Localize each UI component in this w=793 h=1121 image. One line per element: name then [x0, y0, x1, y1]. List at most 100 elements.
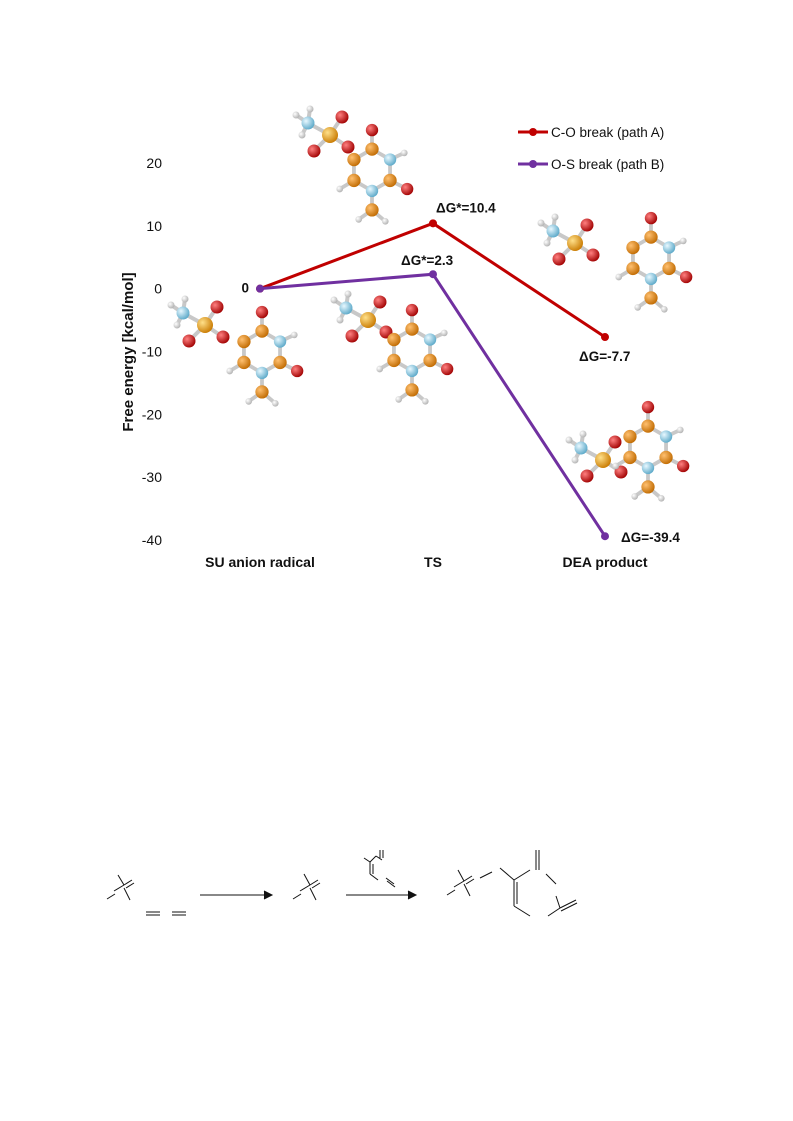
atom — [237, 334, 251, 349]
data-point — [429, 219, 437, 228]
legend-item-path-a: C-O break (path A) — [518, 125, 664, 140]
atom — [421, 397, 429, 405]
atom — [360, 312, 376, 328]
atom — [400, 149, 408, 157]
atom — [440, 362, 454, 376]
atom — [580, 218, 594, 232]
molecule-product-b-ring — [612, 400, 690, 502]
x-category-label: SU anion radical — [205, 554, 315, 570]
atom — [405, 303, 419, 317]
product-structure — [446, 850, 578, 917]
atom — [423, 353, 437, 368]
data-annotation: ΔG*=10.4 — [436, 200, 496, 215]
atom — [567, 235, 583, 251]
reaction-arrow — [200, 890, 274, 900]
atom — [307, 144, 321, 158]
atom — [335, 110, 349, 124]
chart-series — [256, 219, 609, 541]
y-tick-label: -10 — [142, 344, 162, 360]
atom — [173, 321, 181, 329]
atom — [176, 306, 190, 320]
y-tick-label: 20 — [146, 155, 162, 171]
atom — [376, 365, 384, 373]
atom — [345, 329, 359, 343]
atom — [387, 353, 401, 368]
y-tick-label: -20 — [142, 406, 162, 422]
data-point — [429, 270, 437, 279]
data-point — [601, 532, 609, 541]
atom — [405, 383, 419, 397]
atom — [676, 459, 690, 473]
atom — [580, 469, 594, 483]
molecule-ts-b-mesyl — [330, 290, 393, 343]
atom — [641, 461, 655, 475]
atom — [679, 270, 693, 284]
atom — [255, 305, 269, 319]
atom — [641, 480, 655, 494]
atom — [676, 426, 684, 434]
atom — [365, 142, 379, 156]
y-tick-label: 10 — [146, 218, 162, 234]
molecule-product-a-ring — [615, 211, 693, 313]
atom — [659, 450, 673, 465]
atom — [615, 273, 623, 281]
atom — [237, 355, 251, 370]
atom — [355, 216, 363, 223]
atom — [614, 465, 628, 479]
atom — [322, 127, 338, 143]
atom — [290, 331, 298, 339]
atom — [608, 435, 622, 449]
atom — [365, 203, 379, 217]
atom — [210, 300, 224, 314]
reactant-structure — [106, 874, 186, 916]
atom — [644, 272, 658, 286]
molecule-ts-a-mesyl — [292, 105, 355, 158]
atom — [546, 224, 560, 238]
atom — [197, 317, 213, 333]
atom — [400, 182, 414, 196]
y-axis-label: Free energy [kcal/mol] — [120, 272, 137, 431]
data-annotation: 0 — [241, 281, 249, 296]
atom — [543, 239, 551, 247]
energy-profile-chart: Free energy [kcal/mol] 20 10 0 -10 -20 -30 -40… — [120, 105, 693, 570]
atom — [623, 450, 637, 465]
atom — [255, 366, 269, 380]
atom — [586, 248, 600, 262]
atom — [423, 333, 437, 346]
atom — [662, 261, 676, 276]
atom — [336, 316, 344, 324]
atom — [226, 367, 234, 375]
series-line — [259, 221, 606, 339]
atom — [381, 217, 389, 225]
atom — [579, 430, 587, 438]
atom — [330, 296, 338, 304]
legend-item-path-b: O-S break (path B) — [518, 157, 664, 172]
y-axis-ticks: 20 10 0 -10 -20 -30 -40 — [142, 155, 162, 548]
data-annotation: ΔG=-7.7 — [579, 349, 630, 364]
atom — [339, 301, 353, 315]
atom — [657, 494, 665, 502]
chart-annotations: 0 ΔG*=10.4 ΔG*=2.3 ΔG=-7.7 ΔG=-39.4 — [241, 200, 680, 545]
atom — [537, 219, 545, 227]
reaction-scheme — [106, 850, 578, 917]
atom — [383, 173, 397, 188]
atom — [298, 131, 306, 139]
data-point — [256, 284, 264, 293]
data-annotation: ΔG*=2.3 — [401, 253, 454, 268]
atom — [271, 399, 279, 407]
x-category-label: TS — [424, 554, 442, 570]
legend-label-path-b: O-S break (path B) — [551, 157, 664, 172]
atom — [405, 322, 419, 336]
molecule-illustrations — [167, 105, 693, 502]
atom — [301, 116, 315, 130]
intermediate-structure — [292, 873, 321, 901]
atom — [644, 230, 658, 244]
atom — [383, 153, 397, 166]
atom — [347, 152, 361, 167]
atom — [365, 184, 379, 198]
y-tick-label: -40 — [142, 532, 162, 548]
atom — [631, 493, 639, 500]
atom — [679, 237, 687, 245]
atom — [440, 329, 448, 337]
atom — [216, 330, 230, 344]
